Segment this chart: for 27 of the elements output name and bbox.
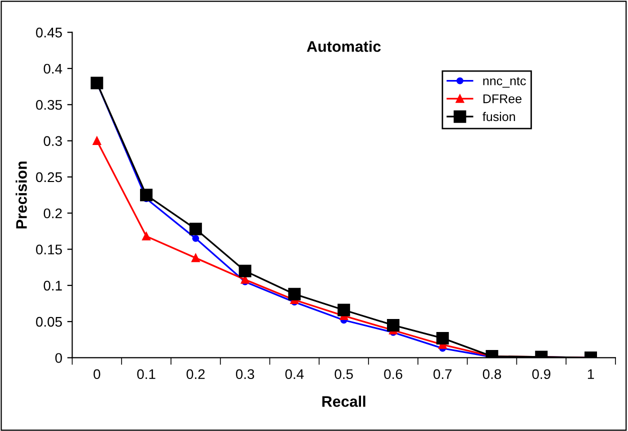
x-tick-label: 0.5 xyxy=(334,369,353,380)
y-tick-label: 0.4 xyxy=(44,64,62,74)
x-tick-label: 0.7 xyxy=(433,369,452,380)
x-tick-label: 0.4 xyxy=(285,369,304,380)
legend-label: DFRee xyxy=(483,94,522,104)
y-tick-label: 0.2 xyxy=(44,208,62,218)
y-tick-label: 0.45 xyxy=(36,28,62,38)
x-tick-label: 0.1 xyxy=(137,369,156,380)
y-tick-label: 0.05 xyxy=(36,316,62,327)
y-tick-label: 0.3 xyxy=(44,136,62,146)
x-tick-label: 0.3 xyxy=(236,369,254,380)
y-tick-label: 0.35 xyxy=(36,100,62,110)
x-tick-label: 0.9 xyxy=(532,369,550,380)
x-tick-label: 0 xyxy=(94,369,100,380)
y-tick-label: 0 xyxy=(55,353,62,363)
legend-label: nnc_ntc xyxy=(483,77,526,88)
x-tick-label: 0.6 xyxy=(384,369,402,380)
legend-label: fusion xyxy=(482,112,515,122)
x-tick-label: 0.8 xyxy=(482,369,502,380)
x-tick-label: 1 xyxy=(588,369,594,379)
chart-title: Automatic xyxy=(306,40,381,52)
y-tick-label: 0.25 xyxy=(36,172,62,182)
x-axis-title: Recall xyxy=(322,396,366,407)
y-axis-title: Precision xyxy=(16,162,27,228)
x-tick-label: 0.2 xyxy=(186,369,205,380)
y-tick-label: 0.1 xyxy=(44,280,62,291)
y-tick-label: 0.15 xyxy=(36,244,62,254)
